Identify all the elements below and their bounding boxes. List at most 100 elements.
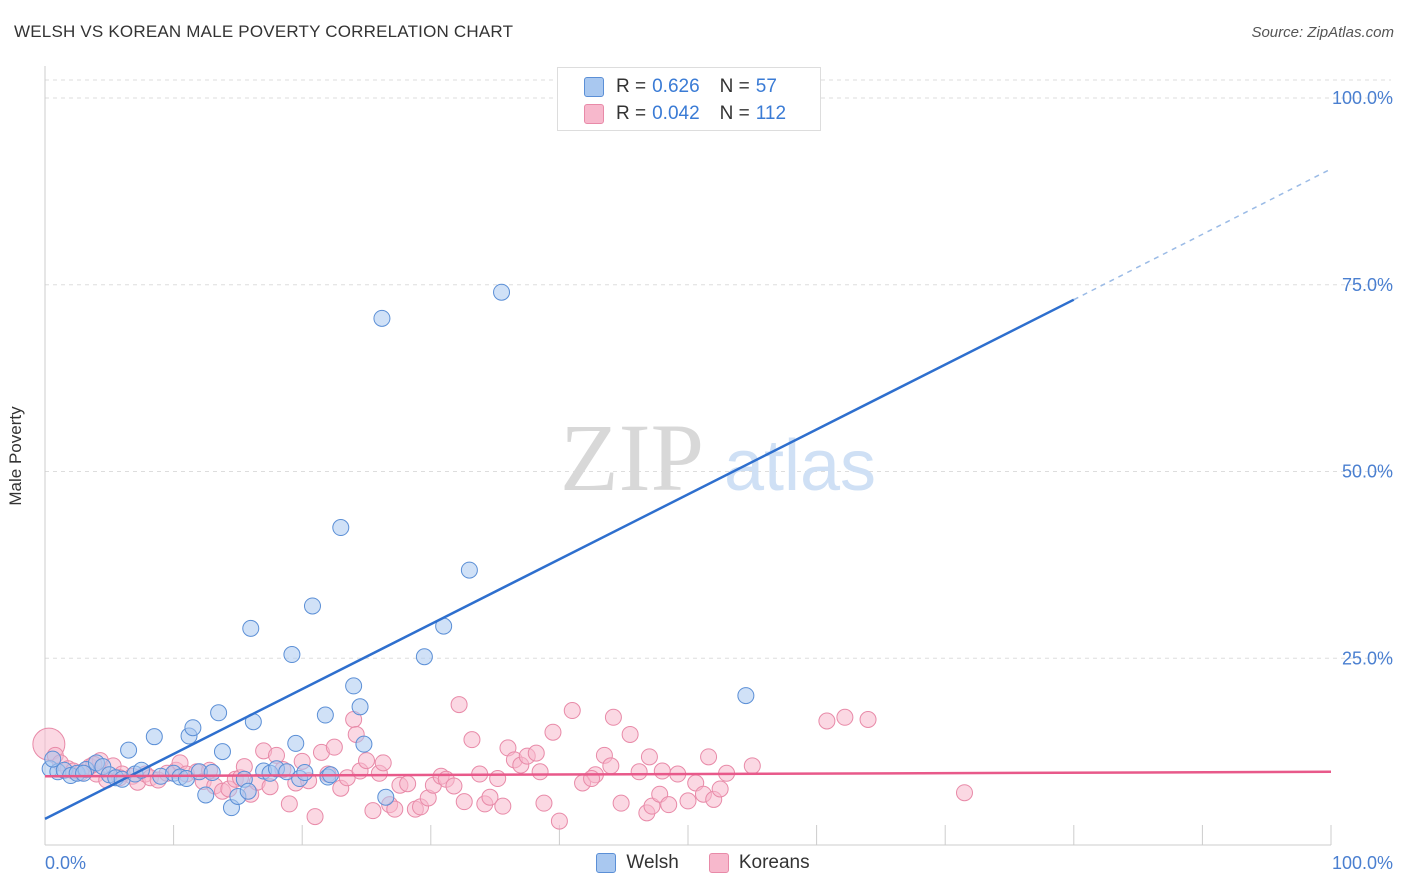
welsh-point [303, 597, 321, 615]
x-tick-label-max: 100.0% [1332, 853, 1393, 873]
source-label: Source: ZipAtlas.com [1251, 24, 1394, 41]
koreans-trend-line [44, 770, 1332, 778]
koreans-point [527, 744, 545, 762]
welsh-point [239, 782, 257, 800]
axes [44, 66, 1332, 846]
welsh-swatch [584, 77, 604, 97]
y-tick-label-25: 25.0% [1342, 648, 1393, 668]
koreans-point [463, 731, 481, 749]
koreans-point [653, 762, 671, 780]
tick-labels: 25.0% 50.0% 75.0% 100.0% 0.0% 100.0% [45, 88, 1393, 873]
koreans-point [481, 788, 499, 806]
y-tick-label-100: 100.0% [1332, 88, 1393, 108]
welsh-point [355, 735, 373, 753]
koreans-points [32, 696, 973, 830]
welsh-point [460, 561, 478, 579]
welsh-point [242, 619, 260, 637]
koreans-point [544, 723, 562, 741]
welsh-point [44, 750, 62, 768]
welsh-point [120, 741, 138, 759]
welsh-legend-label: Welsh [626, 852, 679, 873]
gridlines [45, 79, 1391, 659]
koreans-point [743, 757, 761, 775]
koreans-point [630, 763, 648, 781]
stats-legend: R = 0.626 N = 57 R = 0.042 N = 112 [557, 67, 821, 131]
welsh-point [316, 706, 334, 724]
welsh-point [332, 519, 350, 537]
welsh-point [737, 687, 755, 705]
koreans-point [955, 784, 973, 802]
welsh-r-label: R = [616, 76, 647, 97]
koreans-point [818, 712, 836, 730]
koreans-point [602, 757, 620, 775]
welsh-trend-extension [1073, 168, 1332, 301]
koreans-r-label: R = [616, 103, 647, 124]
x-tick-label-min: 0.0% [45, 853, 86, 873]
koreans-point [450, 696, 468, 714]
koreans-point [859, 711, 877, 729]
koreans-n-label: N = [719, 103, 750, 124]
koreans-point [306, 808, 324, 826]
welsh-point [287, 734, 305, 752]
welsh-point [203, 764, 221, 782]
koreans-point [660, 796, 678, 814]
welsh-point [75, 764, 93, 782]
welsh-r-value: 0.626 [652, 76, 700, 97]
welsh-n-value: 57 [755, 76, 777, 97]
welsh-point [296, 764, 314, 782]
koreans-point [531, 763, 549, 781]
welsh-point [213, 743, 231, 761]
chart-title: WELSH VS KOREAN MALE POVERTY CORRELATION… [14, 22, 514, 41]
legend-row-koreans: R = 0.042 N = 112 [584, 103, 786, 125]
koreans-legend-label: Koreans [738, 852, 810, 873]
watermark-atlas: atlas [724, 426, 876, 506]
koreans-point [455, 793, 473, 811]
koreans-point [358, 752, 375, 770]
welsh-points [41, 283, 755, 817]
koreans-point [280, 795, 298, 813]
koreans-point [550, 812, 568, 830]
welsh-trend-line [44, 298, 1075, 820]
series-legend: Welsh Koreans [0, 852, 1406, 874]
y-tick-label-75: 75.0% [1342, 275, 1393, 295]
koreans-point [399, 775, 417, 793]
koreans-point [836, 708, 854, 726]
koreans-point [621, 725, 639, 743]
watermark-zip: ZIP [560, 404, 704, 511]
koreans-point [445, 777, 463, 795]
koreans-point [535, 794, 553, 812]
koreans-point [364, 802, 382, 820]
koreans-point [604, 708, 622, 726]
welsh-point [373, 309, 391, 327]
welsh-point [345, 677, 363, 695]
koreans-point [494, 797, 512, 815]
koreans-point [700, 748, 718, 766]
welsh-point [197, 786, 215, 804]
welsh-point [145, 728, 163, 746]
koreans-legend-swatch [708, 853, 729, 873]
legend-row-welsh: R = 0.626 N = 57 [584, 76, 777, 98]
koreans-n-value: 112 [755, 103, 787, 124]
welsh-n-label: N = [719, 76, 750, 97]
welsh-legend-swatch [596, 853, 617, 873]
legend-item-koreans[interactable]: Koreans [708, 852, 810, 874]
koreans-swatch [584, 104, 604, 124]
welsh-point [210, 704, 228, 722]
koreans-point [374, 754, 392, 772]
trend-lines [44, 168, 1332, 820]
koreans-point [325, 738, 343, 756]
koreans-point [563, 702, 581, 720]
legend-item-welsh[interactable]: Welsh [596, 852, 679, 874]
koreans-point [386, 800, 404, 818]
koreans-point [489, 770, 507, 788]
welsh-point [351, 698, 369, 716]
koreans-point [643, 797, 661, 815]
koreans-r-value: 0.042 [652, 103, 700, 124]
y-tick-label-50: 50.0% [1342, 462, 1393, 482]
koreans-point [612, 794, 630, 812]
koreans-point [640, 748, 658, 766]
welsh-point [184, 719, 202, 737]
koreans-point [711, 780, 729, 798]
welsh-point [493, 283, 511, 301]
